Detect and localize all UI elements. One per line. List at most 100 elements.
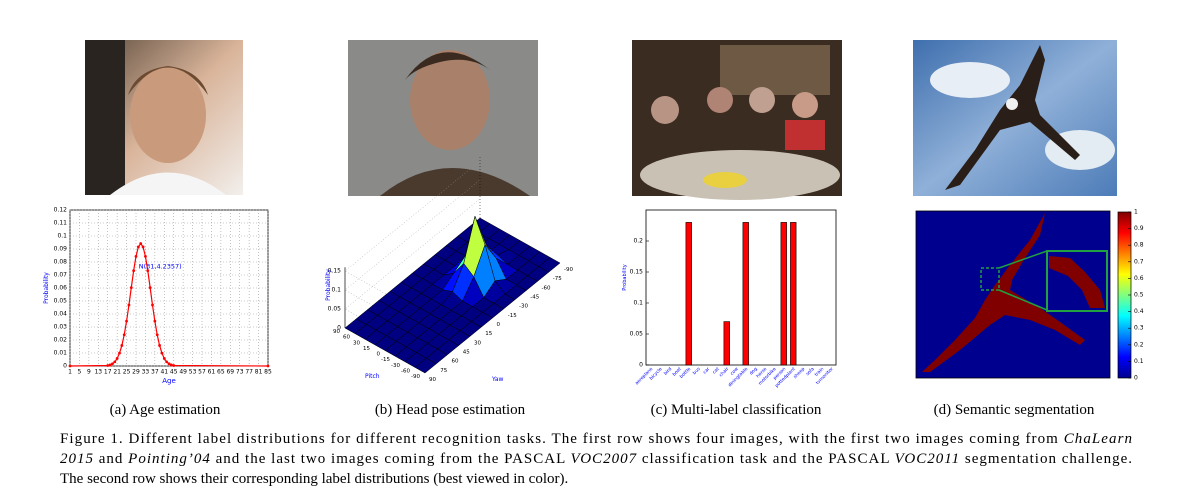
- z-tick-label: 0.15: [328, 268, 342, 275]
- y-tick-label: 0: [639, 362, 643, 369]
- x-tick-label: bird: [663, 366, 674, 377]
- x-tick-label: 37: [151, 369, 159, 376]
- x-tick-label: car: [702, 366, 711, 375]
- colorbar-tick-label: 0.2: [1134, 341, 1144, 348]
- yaw-tick-label: 15: [485, 331, 492, 337]
- colorbar-tick-label: 0.8: [1134, 242, 1144, 249]
- marker: [165, 360, 169, 364]
- marker: [111, 362, 114, 366]
- pitch-tick-label: 90: [333, 329, 340, 335]
- x-tick-label: 73: [236, 369, 244, 376]
- marker: [266, 364, 270, 368]
- colorbar-tick-label: 0.9: [1134, 225, 1144, 232]
- marker: [153, 319, 157, 323]
- marker: [144, 255, 147, 258]
- x-tick-label: bottle: [679, 366, 693, 380]
- colorbar-tick-label: 0.6: [1134, 275, 1144, 282]
- marker: [108, 363, 112, 367]
- pitch-tick-label: -30: [391, 363, 400, 369]
- z-tick-label: 0.05: [328, 306, 342, 313]
- yaw-tick-label: -30: [519, 304, 528, 310]
- marker: [106, 364, 110, 367]
- marker: [120, 344, 124, 347]
- pitch-tick-label: -60: [401, 368, 410, 374]
- segmentation-map: [915, 210, 1111, 379]
- caption-text: segmentation challenge.: [960, 451, 1132, 467]
- x-tick-label: 5: [78, 369, 82, 376]
- caption-line: Figure 1. Different label distributions …: [60, 431, 1132, 447]
- subcaption: (d) Semantic segmentation: [934, 402, 1095, 418]
- colorbar-tick-label: 1: [1134, 209, 1138, 216]
- y-tick-label: 0.03: [54, 324, 68, 331]
- y-tick-label: 0.15: [630, 269, 644, 276]
- pitch-tick-label: 60: [343, 335, 350, 341]
- caption-text: ChaLearn: [1064, 431, 1132, 447]
- z-axis-label: Probability: [325, 269, 332, 301]
- marker: [139, 242, 143, 245]
- x-tick-label: bus: [692, 366, 702, 376]
- subcaption: (c) Multi-label classification: [651, 402, 822, 418]
- y-tick-label: 0.11: [54, 220, 68, 227]
- y-tick-label: 0.12: [54, 207, 68, 214]
- y-tick-label: 0.02: [54, 337, 68, 344]
- photo-head-pose: [348, 40, 538, 196]
- x-tick-label: boat: [671, 366, 683, 378]
- colorbar-tick-label: 0.7: [1134, 258, 1144, 265]
- x-tick-label: 49: [179, 369, 187, 376]
- y-axis-label: Probability: [622, 264, 628, 290]
- y-tick-label: 0.05: [54, 298, 68, 305]
- caption-text: VOC2007: [570, 451, 637, 467]
- caption-text: Figure 1. Different label distributions …: [60, 431, 1063, 447]
- caption-text: and the last two images coming from the …: [211, 451, 570, 467]
- y-tick-label: 0.1: [633, 300, 643, 307]
- y-axis-label: Probability: [43, 272, 50, 304]
- marker: [118, 351, 121, 355]
- x-tick-label: dog: [748, 366, 758, 376]
- marker: [146, 269, 150, 273]
- pitch-tick-label: -15: [381, 357, 390, 363]
- bar: [790, 222, 797, 366]
- marker: [169, 363, 173, 367]
- x-tick-label: 21: [113, 369, 121, 376]
- bar: [780, 222, 787, 366]
- yaw-tick-label: 75: [440, 368, 447, 374]
- plot-area: [645, 209, 837, 366]
- x-tick-label: 25: [123, 369, 131, 376]
- y-tick-label: 0.04: [54, 311, 68, 318]
- yaw-tick-label: -90: [564, 267, 573, 273]
- marker: [115, 357, 119, 360]
- marker: [134, 255, 138, 258]
- marker: [155, 333, 159, 337]
- marker: [160, 351, 164, 355]
- caption-text: Pointing’04: [127, 451, 210, 467]
- bar: [685, 222, 692, 366]
- y-tick-label: 0.09: [54, 246, 68, 253]
- x-tick-label: 61: [208, 369, 216, 376]
- x-tick-label: 33: [142, 369, 150, 376]
- y-axis-label: Pitch: [365, 373, 380, 380]
- x-axis-label: Age: [162, 377, 176, 385]
- marker: [136, 245, 140, 249]
- x-tick-label: chair: [718, 366, 730, 378]
- marker: [158, 344, 161, 347]
- x-tick-label: 17: [104, 369, 112, 376]
- x-tick-label: 77: [245, 369, 253, 376]
- marker: [151, 303, 154, 307]
- caption-text: and: [94, 451, 127, 467]
- caption-text: VOC2011: [895, 451, 959, 467]
- x-tick-label: train: [814, 366, 826, 378]
- y-tick-label: 0: [63, 363, 67, 370]
- colorbar-tick-label: 0.5: [1134, 292, 1144, 299]
- marker: [141, 245, 145, 249]
- pitch-tick-label: 30: [353, 340, 360, 346]
- y-tick-label: 0.2: [633, 238, 643, 245]
- y-tick-label: 0.05: [630, 331, 644, 338]
- marker: [132, 269, 136, 273]
- pitch-tick-label: -90: [411, 374, 420, 380]
- yaw-tick-label: -75: [553, 276, 562, 282]
- photo-multi-label: [632, 40, 842, 200]
- marker: [172, 364, 176, 367]
- x-tick-label: 81: [255, 369, 263, 376]
- x-tick-label: 13: [94, 369, 102, 376]
